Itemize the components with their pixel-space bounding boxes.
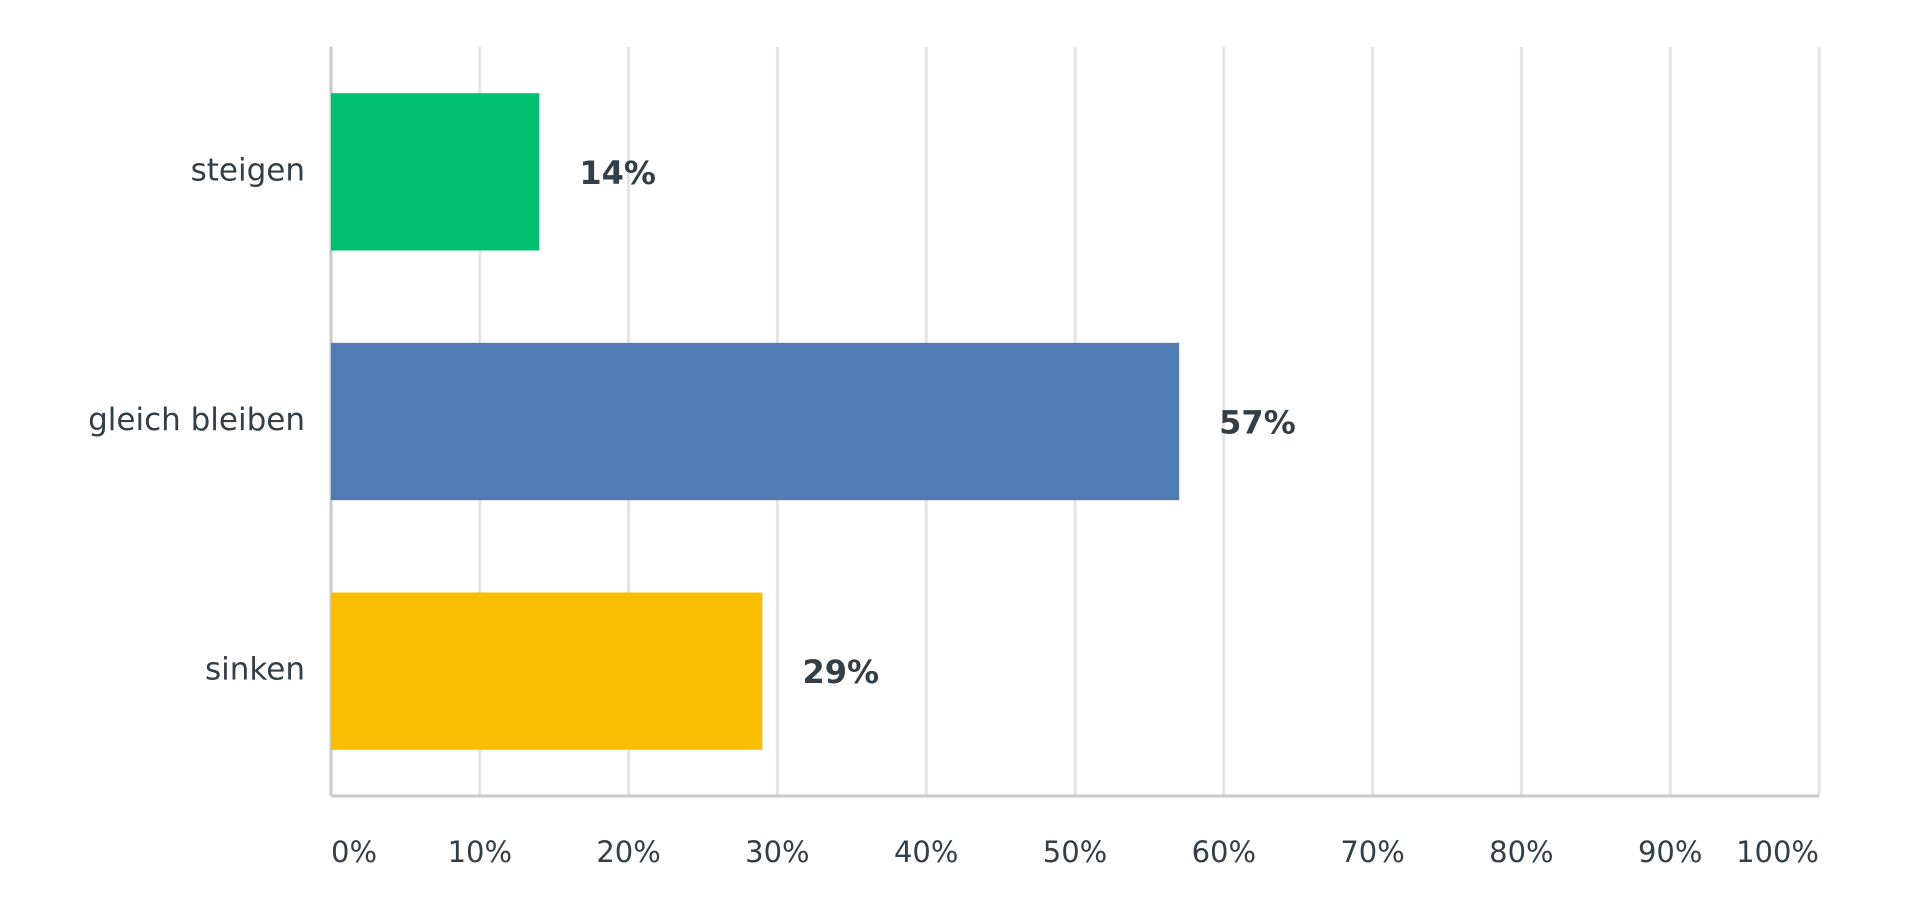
category-label: gleich bleiben — [88, 402, 305, 438]
x-tick-label: 80% — [1489, 835, 1553, 869]
x-tick-label: 60% — [1192, 835, 1256, 869]
category-label: sinken — [205, 652, 305, 688]
x-tick-label: 0% — [331, 835, 377, 869]
bar — [331, 592, 763, 750]
data-label: 29% — [803, 653, 880, 691]
data-label: 57% — [1219, 404, 1296, 442]
x-tick-label: 90% — [1638, 835, 1702, 869]
category-label: steigen — [191, 152, 305, 188]
bar — [331, 93, 540, 251]
bar — [331, 342, 1180, 501]
x-tick-label: 70% — [1340, 835, 1404, 869]
x-tick-label: 100% — [1736, 835, 1819, 869]
x-tick-label: 20% — [596, 835, 660, 869]
x-tick-label: 50% — [1043, 835, 1107, 869]
x-tick-label: 10% — [448, 835, 512, 869]
x-tick-label: 30% — [745, 835, 809, 869]
data-label: 14% — [579, 154, 656, 192]
x-tick-label: 40% — [894, 835, 958, 869]
